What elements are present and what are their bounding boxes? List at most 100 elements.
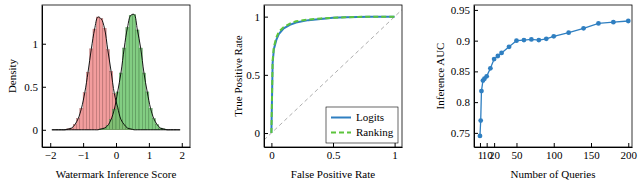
tick-mark xyxy=(271,143,272,147)
tick-label: 0.5 xyxy=(246,69,260,81)
histogram-bar xyxy=(139,48,142,130)
tick: 0.8 xyxy=(456,96,478,108)
legend-label: Logits xyxy=(356,111,384,123)
tick: 0 xyxy=(269,143,275,161)
tick: 1 xyxy=(392,143,398,161)
histogram-bar xyxy=(126,27,129,129)
histogram-bar xyxy=(132,14,135,129)
tick-label: 150 xyxy=(583,149,600,161)
marker xyxy=(529,37,534,42)
tick-mark xyxy=(474,71,478,72)
tick-mark xyxy=(50,143,51,147)
plot-area xyxy=(478,19,631,139)
tick-mark xyxy=(628,143,629,147)
y-axis-title: True Positive Rate xyxy=(232,35,244,117)
tick-mark xyxy=(474,133,478,134)
histogram-bar xyxy=(90,49,93,130)
tick-label: 2 xyxy=(180,149,186,161)
tick-mark xyxy=(264,17,268,18)
tick-label: 1 xyxy=(255,11,261,23)
marker xyxy=(478,118,483,123)
x-axis-title: False Positive Rate xyxy=(291,168,375,180)
y-axis-title: Density xyxy=(6,58,18,93)
marker xyxy=(566,30,571,35)
y-axis: 00.51 xyxy=(246,6,268,148)
tick: 150 xyxy=(583,143,600,161)
tick: 0.5 xyxy=(327,143,341,161)
tick: 100 xyxy=(546,143,563,161)
tick-label: 50 xyxy=(511,149,523,161)
marker xyxy=(551,34,556,39)
tick-label: 0.85 xyxy=(451,65,471,77)
tick-mark xyxy=(83,143,84,147)
marker xyxy=(544,36,549,41)
tick-label: 1 xyxy=(392,149,398,161)
histogram-bar xyxy=(129,15,132,129)
legend-box xyxy=(326,107,398,143)
tick: 0.5 xyxy=(24,81,46,93)
tick-label: 0.5 xyxy=(327,149,341,161)
tick-mark xyxy=(516,143,517,147)
histogram-bar xyxy=(106,50,109,130)
plot-area xyxy=(52,14,180,130)
histogram-bar xyxy=(103,28,106,130)
tick-label: 20 xyxy=(489,149,501,161)
marker xyxy=(484,74,489,79)
tick-mark xyxy=(149,143,150,147)
tick-mark xyxy=(591,143,592,147)
marker xyxy=(611,20,616,25)
tick: 0 xyxy=(33,124,47,136)
tick-label: 100 xyxy=(546,149,563,161)
tick-mark xyxy=(554,143,555,147)
histogram-series xyxy=(67,17,133,130)
marker xyxy=(488,66,493,71)
marker xyxy=(479,89,484,94)
tick-mark xyxy=(474,102,478,103)
plot-frame xyxy=(42,5,190,147)
y-axis-title: Inference AUC xyxy=(434,43,446,110)
tick-mark xyxy=(264,75,268,76)
tick-mark xyxy=(395,143,396,147)
tick: 200 xyxy=(621,143,638,161)
legend: LogitsRanking xyxy=(326,107,398,143)
marker xyxy=(581,26,586,31)
legend-swatch xyxy=(331,117,351,119)
tick-mark xyxy=(333,143,334,147)
histogram-bar xyxy=(96,17,99,130)
marker xyxy=(478,134,483,139)
tick: 0.5 xyxy=(246,69,268,81)
tick-label: 200 xyxy=(621,149,638,161)
tick-label: 0.9 xyxy=(456,35,470,47)
tick: −2 xyxy=(45,143,57,161)
tick: 50 xyxy=(511,143,523,161)
marker xyxy=(596,21,601,26)
tick-label: 1 xyxy=(33,38,39,50)
tick: −1 xyxy=(78,143,90,161)
tick-label: 0.95 xyxy=(451,4,471,16)
tick-label: 0.8 xyxy=(456,96,470,108)
tick-mark xyxy=(474,41,478,42)
tick-mark xyxy=(480,143,481,147)
tick-label: 0 xyxy=(33,124,39,136)
marker xyxy=(495,54,500,59)
x-axis: 1102050100150200 xyxy=(475,143,638,161)
tick-label: −1 xyxy=(78,149,90,161)
tick-label: 0 xyxy=(114,149,120,161)
tick: 2 xyxy=(180,143,186,161)
x-axis: 00.51 xyxy=(265,143,403,161)
tick: 0.9 xyxy=(456,35,478,47)
histogram-bar xyxy=(93,29,96,130)
tick: 0 xyxy=(255,127,269,139)
marker xyxy=(522,38,527,43)
marker xyxy=(626,19,631,24)
tick-mark xyxy=(487,143,488,147)
histogram-bar xyxy=(136,30,139,130)
tick: 1 xyxy=(255,11,269,23)
density-outline xyxy=(52,14,180,130)
tick-mark xyxy=(182,143,183,147)
tick-label: 0 xyxy=(269,149,275,161)
marker xyxy=(514,38,519,43)
histogram-series xyxy=(100,14,166,129)
plot-frame xyxy=(264,5,402,147)
tick-label: 0 xyxy=(255,127,261,139)
